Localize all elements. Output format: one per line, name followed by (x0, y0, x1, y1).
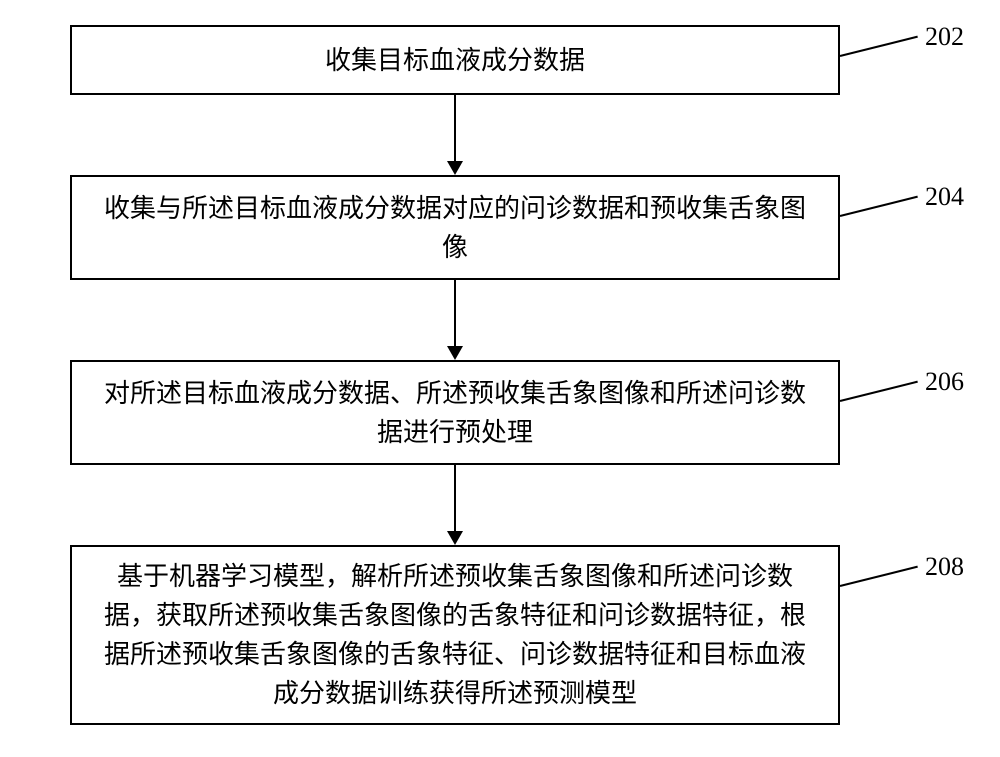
step-text: 收集目标血液成分数据 (325, 41, 585, 80)
leader-line (840, 566, 918, 587)
step-text: 基于机器学习模型，解析所述预收集舌象图像和所述问诊数据，获取所述预收集舌象图像的… (92, 557, 818, 713)
arrow-line (454, 280, 456, 348)
flowchart-container: 收集目标血液成分数据 202 收集与所述目标血液成分数据对应的问诊数据和预收集舌… (0, 0, 1000, 757)
arrow-head-icon (447, 161, 463, 175)
leader-line (840, 196, 918, 217)
step-label: 202 (925, 22, 964, 52)
leader-line (840, 381, 918, 402)
flowchart-step-3: 对所述目标血液成分数据、所述预收集舌象图像和所述问诊数据进行预处理 (70, 360, 840, 465)
arrow-line (454, 95, 456, 163)
step-label: 204 (925, 182, 964, 212)
step-label: 206 (925, 367, 964, 397)
flowchart-step-2: 收集与所述目标血液成分数据对应的问诊数据和预收集舌象图像 (70, 175, 840, 280)
flowchart-step-4: 基于机器学习模型，解析所述预收集舌象图像和所述问诊数据，获取所述预收集舌象图像的… (70, 545, 840, 725)
flowchart-step-1: 收集目标血液成分数据 (70, 25, 840, 95)
step-text: 收集与所述目标血液成分数据对应的问诊数据和预收集舌象图像 (92, 189, 818, 267)
step-label: 208 (925, 552, 964, 582)
arrow-head-icon (447, 531, 463, 545)
leader-line (840, 36, 918, 57)
arrow-line (454, 465, 456, 533)
step-text: 对所述目标血液成分数据、所述预收集舌象图像和所述问诊数据进行预处理 (92, 374, 818, 452)
arrow-head-icon (447, 346, 463, 360)
